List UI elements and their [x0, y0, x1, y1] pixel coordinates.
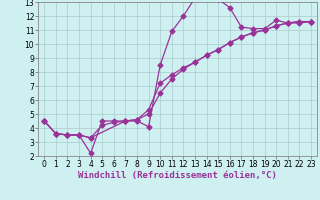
X-axis label: Windchill (Refroidissement éolien,°C): Windchill (Refroidissement éolien,°C): [78, 171, 277, 180]
